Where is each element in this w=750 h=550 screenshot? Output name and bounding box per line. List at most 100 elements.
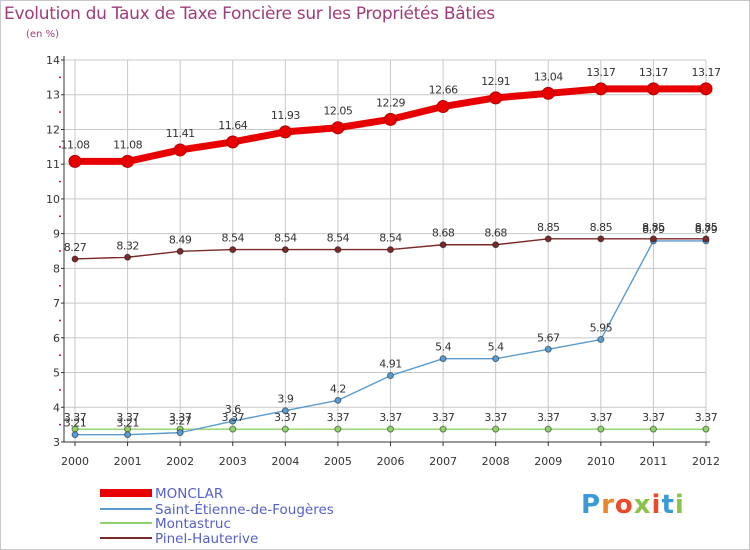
data-label: 3.21 — [64, 417, 87, 430]
series-point-0 — [173, 143, 187, 157]
series-point-3 — [334, 246, 342, 254]
y-tick-label: 8 — [53, 262, 60, 275]
series-point-0 — [489, 91, 503, 105]
data-label: 8.27 — [64, 241, 87, 254]
data-label: 8.54 — [222, 232, 245, 245]
series-point-0 — [226, 135, 240, 149]
series-point-2 — [649, 425, 657, 433]
series-point-1 — [334, 396, 342, 404]
series-point-2 — [229, 425, 237, 433]
data-label: 13.17 — [692, 66, 721, 79]
series-point-3 — [387, 246, 394, 254]
data-label: 12.66 — [429, 84, 458, 97]
series-point-1 — [176, 429, 184, 437]
data-label: 5.67 — [537, 331, 560, 344]
series-point-3 — [229, 246, 237, 254]
data-label: 3.27 — [169, 415, 192, 428]
data-label: 12.29 — [376, 96, 405, 109]
data-label: 8.68 — [432, 227, 455, 240]
x-tick-label: 2002 — [166, 455, 194, 468]
logo-letter: i — [651, 490, 662, 520]
data-label: 8.85 — [695, 221, 718, 234]
series-point-2 — [492, 425, 500, 433]
series-point-3 — [281, 246, 289, 254]
data-label: 3.37 — [642, 411, 665, 424]
legend-label: MONCLAR — [155, 486, 223, 502]
data-label: 3.37 — [222, 411, 245, 424]
x-tick-label: 2003 — [219, 455, 247, 468]
data-label: 8.79 — [642, 223, 665, 236]
y-tick-label: 14 — [46, 54, 60, 67]
data-label: 13.17 — [639, 66, 668, 79]
x-tick-label: 2000 — [61, 455, 89, 468]
series-point-1 — [597, 336, 605, 344]
series-point-0 — [699, 82, 713, 96]
series-point-3 — [702, 235, 710, 243]
series-point-2 — [281, 425, 289, 433]
series-point-0 — [436, 100, 450, 114]
series-point-0 — [541, 86, 555, 100]
proxiti-logo: Proxiti — [581, 490, 685, 520]
series-point-0 — [646, 82, 660, 96]
data-label: 4.2 — [330, 382, 346, 395]
data-label: 4.91 — [379, 358, 402, 371]
series-point-1 — [387, 372, 394, 380]
data-label: 13.17 — [586, 66, 615, 79]
data-label: 3.37 — [695, 411, 718, 424]
data-label: 3.37 — [537, 411, 560, 424]
x-tick-label: 2004 — [271, 455, 299, 468]
series-point-3 — [597, 235, 605, 243]
data-label: 8.85 — [537, 221, 560, 234]
chart-unit-label: (en %) — [26, 29, 59, 40]
data-label: 12.91 — [481, 75, 510, 88]
series-point-3 — [544, 235, 552, 243]
data-label: 3.37 — [64, 411, 87, 424]
series-point-3 — [492, 241, 500, 249]
data-label: 8.49 — [169, 233, 192, 246]
y-tick-label: 10 — [46, 193, 60, 206]
series-point-2 — [334, 425, 342, 433]
series-point-3 — [124, 253, 132, 261]
series-point-3 — [649, 235, 657, 243]
legend-label: Pinel-Hauterive — [155, 531, 258, 547]
chart-title: Evolution du Taux de Taxe Foncière sur l… — [4, 4, 495, 24]
series-point-1 — [492, 355, 500, 363]
legend-label: Saint-Étienne-de-Fougères — [155, 501, 334, 518]
series-point-2 — [439, 425, 447, 433]
logo-letter: i — [674, 490, 685, 520]
y-tick-label: 4 — [53, 401, 60, 414]
data-label: 5.4 — [435, 341, 451, 354]
series-point-3 — [439, 241, 447, 249]
x-tick-label: 2005 — [324, 455, 352, 468]
x-tick-label: 2006 — [377, 455, 405, 468]
data-label: 11.08 — [61, 138, 90, 151]
data-label: 12.05 — [323, 105, 352, 118]
series-point-0 — [384, 112, 397, 126]
data-label: 8.32 — [116, 239, 139, 252]
x-tick-label: 2011 — [639, 455, 667, 468]
logo-letter: r — [601, 490, 615, 520]
x-tick-label: 2007 — [429, 455, 457, 468]
data-label: 3.37 — [484, 411, 507, 424]
series-point-1 — [544, 345, 552, 353]
data-label: 8.54 — [274, 232, 297, 245]
y-tick-label: 3 — [53, 436, 60, 449]
logo-letter: P — [581, 490, 602, 520]
y-tick-label: 5 — [53, 367, 60, 380]
data-label: 3.37 — [379, 411, 402, 424]
logo-letter: t — [661, 490, 675, 520]
x-tick-label: 2008 — [482, 455, 510, 468]
series-point-2 — [597, 425, 605, 433]
data-label: 3.9 — [277, 393, 293, 406]
legend-label: Montastruc — [155, 516, 231, 532]
data-label: 5.4 — [488, 341, 504, 354]
series-point-0 — [278, 125, 292, 139]
data-label: 3.6 — [225, 403, 241, 416]
series-point-2 — [544, 425, 552, 433]
data-label: 5.95 — [590, 322, 613, 335]
logo-letter: o — [614, 490, 634, 520]
data-label: 3.37 — [590, 411, 613, 424]
series-point-1 — [439, 355, 447, 363]
y-tick-label: 12 — [46, 123, 60, 136]
